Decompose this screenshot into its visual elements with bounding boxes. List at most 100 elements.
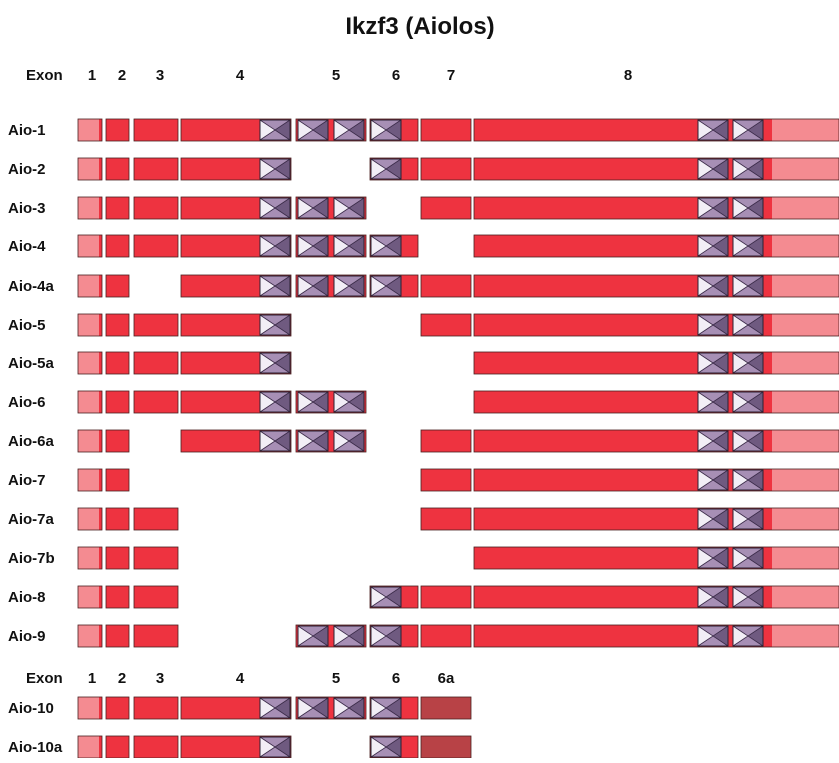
zinc-finger-motif <box>697 625 729 647</box>
exon-7 <box>420 585 472 609</box>
diagram-title: Ikzf3 (Aiolos) <box>345 13 494 40</box>
exon-6a <box>420 735 472 759</box>
isoform-label: Aio-2 <box>8 161 46 178</box>
zinc-finger-motif <box>697 547 729 569</box>
exon-3 <box>133 585 179 609</box>
exon-7 <box>420 468 472 492</box>
isoform-row: Aio-6 <box>8 390 839 414</box>
isoform-label: Aio-7a <box>8 511 55 528</box>
exon-header-label: Exon <box>26 670 63 687</box>
zinc-finger-motif <box>732 391 764 413</box>
zinc-finger-motif <box>259 275 291 297</box>
zinc-finger-motif <box>259 314 291 336</box>
zinc-finger-motif <box>259 736 291 758</box>
exon-1 <box>77 118 103 142</box>
exon-4 <box>180 274 292 298</box>
exon-6 <box>369 585 419 609</box>
zinc-finger-motif <box>697 508 729 530</box>
exon-5 <box>295 390 367 414</box>
exon-number-6a: 6a <box>438 670 455 687</box>
exon-2 <box>105 507 130 531</box>
zinc-finger-motif <box>732 352 764 374</box>
exon-3 <box>133 390 179 414</box>
exon-3 <box>133 624 179 648</box>
isoform-label: Aio-4 <box>8 238 46 255</box>
exon-8 <box>473 390 839 414</box>
exon-2 <box>105 546 130 570</box>
isoform-row: Aio-10 <box>8 696 472 720</box>
exon-5 <box>295 624 367 648</box>
exon-4 <box>180 735 292 759</box>
zinc-finger-motif <box>259 430 291 452</box>
zinc-finger-motif <box>370 586 402 608</box>
exon-3 <box>133 157 179 181</box>
isoform-row: Aio-10a <box>8 735 472 759</box>
exon-4 <box>180 390 292 414</box>
zinc-finger-motif <box>297 697 329 719</box>
zinc-finger-motif <box>732 197 764 219</box>
exon-8 <box>473 118 839 142</box>
exon-8 <box>473 234 839 258</box>
zinc-finger-motif <box>732 625 764 647</box>
exon-7 <box>420 507 472 531</box>
zinc-finger-motif <box>732 158 764 180</box>
isoform-label: Aio-8 <box>8 589 46 606</box>
isoform-label: Aio-4a <box>8 278 55 295</box>
isoform-rows: Aio-1 Aio-2 Aio-3 Aio-4 Aio-4a Aio-5 Aio-5a Aio… <box>8 118 839 759</box>
isoform-label: Aio-1 <box>8 122 46 139</box>
zinc-finger-motif <box>697 469 729 491</box>
zinc-finger-motif <box>333 391 365 413</box>
zinc-finger-motif <box>697 430 729 452</box>
zinc-finger-motif <box>297 235 329 257</box>
exon-8 <box>473 157 839 181</box>
isoform-row: Aio-9 <box>8 624 839 648</box>
isoform-label: Aio-6 <box>8 394 46 411</box>
zinc-finger-motif <box>297 391 329 413</box>
exon-2 <box>105 234 130 258</box>
isoform-row: Aio-1 <box>8 118 839 142</box>
exon-8 <box>473 274 839 298</box>
exon-2 <box>105 735 130 759</box>
zinc-finger-motif <box>732 119 764 141</box>
zinc-finger-motif <box>370 697 402 719</box>
exon-2 <box>105 313 130 337</box>
exon-2 <box>105 157 130 181</box>
isoform-row: Aio-3 <box>8 196 839 220</box>
exon-7 <box>420 274 472 298</box>
zinc-finger-motif <box>732 235 764 257</box>
isoform-label: Aio-5a <box>8 355 55 372</box>
exon-6 <box>369 234 419 258</box>
zinc-finger-motif <box>697 119 729 141</box>
isoform-row: Aio-7b <box>8 546 839 570</box>
exon-4 <box>180 429 292 453</box>
zinc-finger-motif <box>259 697 291 719</box>
isoform-row: Aio-5a <box>8 351 839 375</box>
exon-8 <box>473 507 839 531</box>
exon-8 <box>473 429 839 453</box>
exon-3 <box>133 351 179 375</box>
exon-header-label: Exon <box>26 67 63 84</box>
zinc-finger-motif <box>333 275 365 297</box>
isoform-label: Aio-10 <box>8 700 54 717</box>
exon-7 <box>420 196 472 220</box>
exon-number-4: 4 <box>236 670 245 687</box>
exon-1 <box>77 735 103 759</box>
exon-5 <box>295 429 367 453</box>
exon-3 <box>133 196 179 220</box>
exon-3 <box>133 313 179 337</box>
exon-1 <box>77 274 103 298</box>
exon-number-5: 5 <box>332 670 340 687</box>
exon-number-3: 3 <box>156 67 164 84</box>
exon-1 <box>77 507 103 531</box>
exon-header-top: Exon 1 2 3 4 5 6 7 8 <box>26 67 632 84</box>
exon-8 <box>473 624 839 648</box>
zinc-finger-motif <box>259 158 291 180</box>
exon-6 <box>369 624 419 648</box>
exon-number-6: 6 <box>392 67 400 84</box>
zinc-finger-motif <box>370 158 402 180</box>
exon-8 <box>473 313 839 337</box>
zinc-finger-motif <box>259 352 291 374</box>
zinc-finger-motif <box>333 430 365 452</box>
zinc-finger-motif <box>697 197 729 219</box>
zinc-finger-motif <box>370 736 402 758</box>
